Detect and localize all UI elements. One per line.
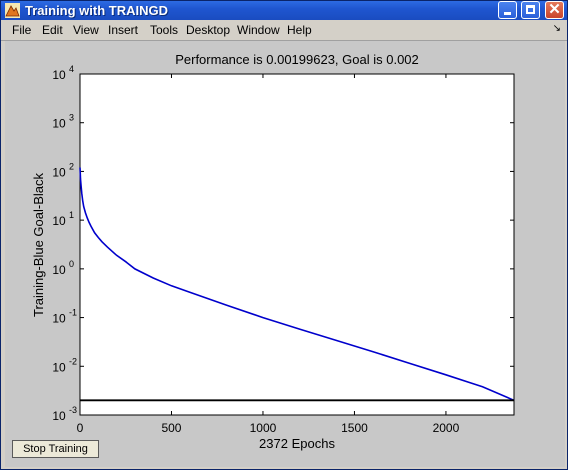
dock-arrow-icon[interactable]: ↘ bbox=[552, 23, 561, 34]
menu-insert[interactable]: Insert bbox=[108, 23, 139, 37]
menu-file[interactable]: File bbox=[12, 23, 32, 37]
menu-tools[interactable]: Tools bbox=[150, 23, 179, 37]
title-bar[interactable]: Training with TRAINGD ✕ bbox=[1, 1, 567, 20]
matlab-icon bbox=[5, 3, 20, 18]
menu-window[interactable]: Window bbox=[237, 23, 280, 37]
menu-edit[interactable]: Edit bbox=[42, 23, 63, 37]
minimize-icon bbox=[504, 12, 511, 15]
window-title: Training with TRAINGD bbox=[25, 3, 168, 18]
minimize-button[interactable] bbox=[498, 1, 517, 19]
menu-bar: File Edit View Insert Tools Desktop Wind… bbox=[1, 20, 567, 41]
menu-view[interactable]: View bbox=[73, 23, 99, 37]
stop-training-button[interactable]: Stop Training bbox=[12, 440, 99, 458]
menu-desktop[interactable]: Desktop bbox=[186, 23, 231, 37]
close-icon: ✕ bbox=[548, 1, 561, 18]
maximize-icon bbox=[526, 5, 535, 14]
menu-help[interactable]: Help bbox=[287, 23, 312, 37]
maximize-button[interactable] bbox=[521, 1, 540, 19]
close-button[interactable]: ✕ bbox=[545, 1, 564, 19]
figure-area bbox=[5, 41, 565, 467]
